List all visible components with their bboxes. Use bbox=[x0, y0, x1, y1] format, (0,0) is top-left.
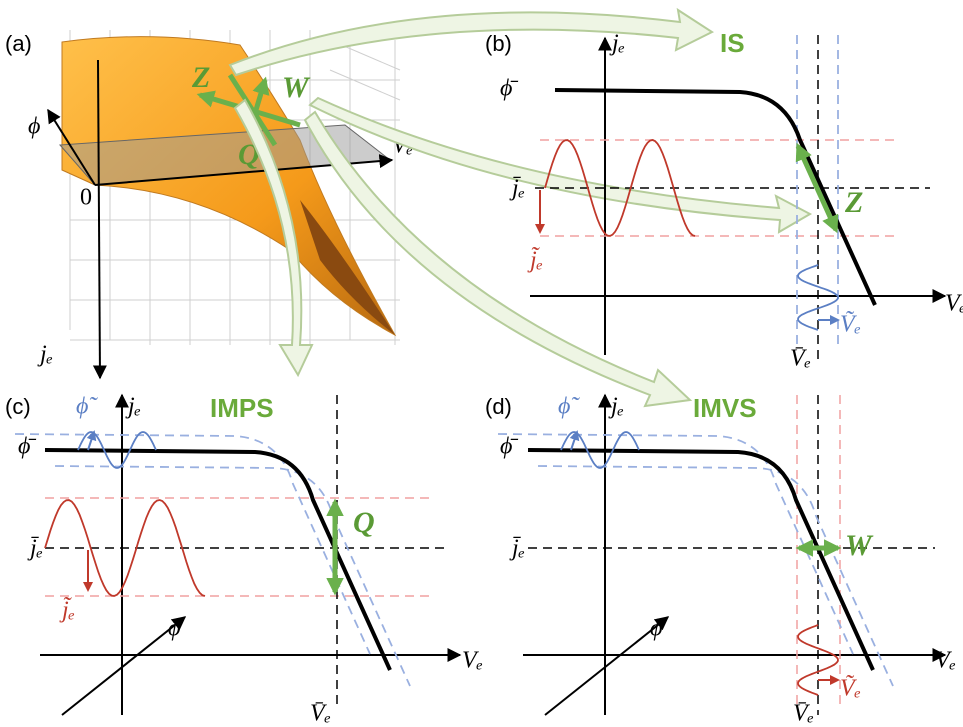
label: ϕ̃ bbox=[558, 394, 580, 420]
axis-label: ϕ bbox=[650, 616, 662, 642]
arrow bbox=[569, 430, 580, 451]
label: j̃ₑ bbox=[59, 596, 75, 623]
dashed-curve bbox=[14, 433, 371, 655]
label: j̄ₑ bbox=[509, 176, 525, 202]
label: j̄ₑ bbox=[509, 536, 525, 562]
arrow-label: Z bbox=[844, 186, 863, 219]
label: j̃ₑ bbox=[527, 246, 543, 273]
axis-label: jₑ bbox=[37, 342, 53, 368]
surface bbox=[61, 36, 397, 337]
axis-label: Vₑ bbox=[945, 291, 963, 317]
phi-axis bbox=[47, 108, 96, 186]
label: V̄ₑ bbox=[793, 701, 814, 727]
label: ϕ̃ bbox=[76, 394, 98, 420]
panel-label: (a) bbox=[5, 31, 32, 56]
axis-label: jₑ bbox=[125, 394, 141, 420]
panel-a: (a) ϕ Vₑ jₑ 0 Z W Q bbox=[5, 30, 413, 380]
arrow bbox=[795, 142, 839, 234]
label: Ṽₑ bbox=[840, 675, 861, 702]
sine bbox=[544, 139, 696, 237]
axis-label: ϕ bbox=[28, 114, 40, 140]
axis-label: Vₑ bbox=[462, 648, 483, 674]
axis-label: Vₑ bbox=[935, 648, 956, 674]
dashed-curve bbox=[54, 465, 411, 687]
title: IMVS bbox=[693, 393, 757, 423]
curve bbox=[554, 88, 877, 306]
phi-axis bbox=[544, 616, 670, 716]
label: ϕ̄ bbox=[500, 76, 518, 102]
arrow-label: W bbox=[845, 529, 874, 562]
origin-label: 0 bbox=[80, 185, 92, 211]
curve bbox=[44, 448, 392, 671]
dashed-curve bbox=[497, 433, 854, 655]
sine bbox=[797, 624, 839, 696]
axis-label: ϕ bbox=[168, 616, 180, 642]
curve bbox=[527, 448, 875, 671]
label: V̄ₑ bbox=[310, 701, 331, 727]
axis-label: jₑ bbox=[609, 31, 625, 57]
axis-label: jₑ bbox=[608, 394, 624, 420]
label: ϕ̄ bbox=[18, 434, 36, 460]
label: ϕ̄ bbox=[500, 434, 518, 460]
title: IMPS bbox=[210, 393, 274, 423]
arrow bbox=[86, 430, 97, 451]
panel-label: (c) bbox=[5, 394, 31, 419]
title: IS bbox=[720, 28, 745, 58]
panel-label: (d) bbox=[485, 394, 512, 419]
arrow-label: Q bbox=[353, 506, 375, 539]
j-axis bbox=[92, 59, 107, 380]
sine bbox=[44, 499, 206, 597]
label: V̄ₑ bbox=[790, 346, 811, 372]
panel-d: (d) IMVS jₑ Vₑ ϕ ϕ̄ ϕ̃ j̄ₑ V̄ₑ Ṽₑ W bbox=[485, 393, 956, 727]
phi-axis bbox=[61, 616, 187, 716]
label: Ṽₑ bbox=[840, 311, 861, 338]
sine bbox=[797, 264, 839, 331]
panel-label: (b) bbox=[485, 31, 512, 56]
panel-c: (c) IMPS jₑ Vₑ ϕ ϕ̄ ϕ̃ j̄ₑ j̃ₑ V̄ₑ Q bbox=[5, 393, 483, 727]
dashed-curve bbox=[537, 465, 894, 687]
arrow-label: W bbox=[282, 71, 311, 104]
arrow-label: Z bbox=[191, 61, 210, 94]
surface-underside bbox=[300, 200, 395, 335]
label: j̄ₑ bbox=[27, 536, 43, 562]
panel-b: (b) IS jₑ Vₑ ϕ̄ j̄ₑ j̃ₑ V̄ₑ Ṽₑ Z bbox=[485, 28, 963, 372]
